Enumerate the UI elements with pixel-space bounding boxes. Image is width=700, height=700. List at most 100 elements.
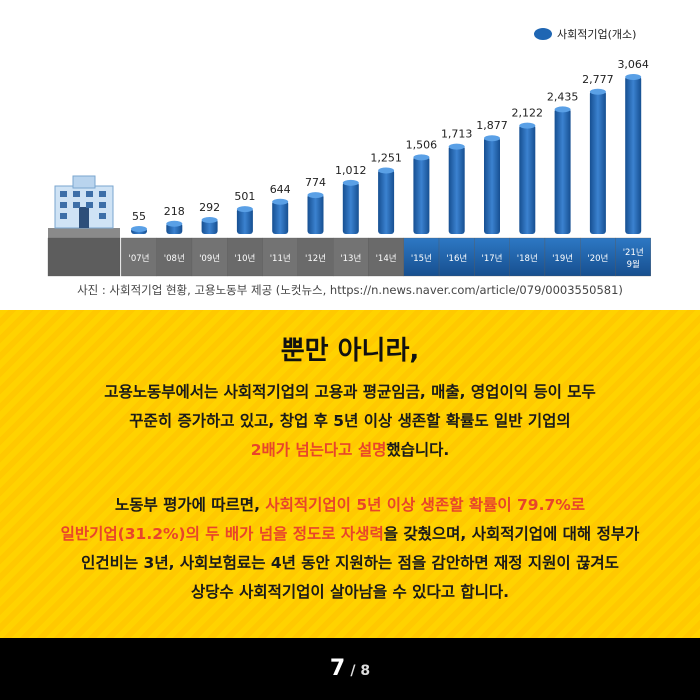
building-window bbox=[99, 191, 106, 197]
bar bbox=[201, 218, 218, 234]
para1-line: 고용노동부에서는 사회적기업의 고용과 평균임금, 매출, 영업이익 등이 모두 bbox=[20, 378, 680, 407]
bar-top bbox=[307, 192, 324, 199]
value-label: 2,777 bbox=[582, 73, 614, 86]
axis-cell bbox=[332, 237, 369, 277]
axis-cell bbox=[580, 237, 616, 277]
para2-line: 노동부 평가에 따르면, 사회적기업이 5년 이상 생존할 확률이 79.7%로 bbox=[20, 491, 680, 520]
bar-top bbox=[201, 216, 218, 223]
value-label: 218 bbox=[164, 205, 185, 218]
bar bbox=[272, 200, 289, 234]
bar bbox=[519, 124, 536, 234]
legend-label: 사회적기업(개소) bbox=[557, 28, 636, 41]
axis-cell bbox=[47, 237, 121, 277]
bar-top bbox=[413, 154, 430, 161]
building-window bbox=[99, 202, 106, 208]
body-text: 했습니다. bbox=[386, 441, 450, 459]
heading: 뿐만 아니라, bbox=[280, 336, 420, 366]
bar bbox=[554, 108, 571, 234]
axis-cell bbox=[191, 237, 228, 277]
axis-cell bbox=[509, 237, 546, 277]
bar-top bbox=[519, 122, 536, 129]
category-label: '12년 bbox=[305, 253, 326, 264]
value-label: 1,012 bbox=[335, 164, 367, 177]
axis-cell bbox=[156, 237, 193, 277]
bar-top bbox=[166, 220, 183, 227]
chart-area: 55 '07년 218 '08년 292 '09년 501 '10년 644 '11년 774 '12… bbox=[0, 0, 700, 310]
paragraph-2: 노동부 평가에 따르면, 사회적기업이 5년 이상 생존할 확률이 79.7%로… bbox=[20, 491, 680, 607]
axis-cell bbox=[121, 237, 157, 277]
category-label: '08년 bbox=[164, 253, 185, 264]
highlight-text: 2배가 넘는다고 설명 bbox=[250, 441, 387, 459]
axis-cell bbox=[368, 237, 404, 277]
bar bbox=[589, 90, 606, 234]
para1-line: 2배가 넘는다고 설명했습니다. bbox=[20, 436, 680, 465]
building-window bbox=[73, 191, 80, 197]
body-text: 꾸준히 증가하고 있고, 창업 후 5년 이상 생존할 확률도 일반 기업의 bbox=[129, 412, 571, 430]
value-label: 1,877 bbox=[476, 119, 508, 132]
category-label: '17년 bbox=[482, 253, 503, 264]
value-label: 1,506 bbox=[406, 138, 438, 151]
bar bbox=[236, 208, 253, 234]
legend-swatch bbox=[534, 28, 552, 40]
bar-top bbox=[625, 74, 642, 80]
bar-top bbox=[342, 179, 359, 186]
category-label: '11년 bbox=[270, 253, 291, 264]
category-label: '20년 bbox=[587, 253, 608, 264]
bar-top bbox=[589, 88, 606, 95]
value-label: 774 bbox=[305, 176, 326, 189]
value-label: 1,713 bbox=[441, 128, 473, 141]
body-text: 상당수 사회적기업이 살아남을 수 있다고 합니다. bbox=[190, 583, 510, 601]
para2-line: 상당수 사회적기업이 살아남을 수 있다고 합니다. bbox=[20, 578, 680, 607]
axis-cell bbox=[227, 237, 263, 277]
highlight-text: 일반기업(31.2%)의 두 배가 넘을 정도로 자생력 bbox=[60, 525, 384, 543]
bar-top bbox=[378, 167, 395, 174]
building-icon-door bbox=[79, 207, 89, 228]
building-window bbox=[60, 202, 67, 208]
value-label: 644 bbox=[270, 183, 291, 196]
axis-cell bbox=[438, 237, 475, 277]
page-current: 7 bbox=[329, 656, 346, 681]
para2-line: 일반기업(31.2%)의 두 배가 넘을 정도로 자생력을 갖췄으며, 사회적기… bbox=[20, 520, 680, 549]
value-label: 55 bbox=[132, 210, 146, 223]
axis-cell bbox=[262, 237, 298, 277]
bar bbox=[413, 156, 430, 234]
bar bbox=[625, 76, 642, 234]
body-text: 인건비는 3년, 사회보험료는 4년 동안 지원하는 점을 감안하면 재정 지원… bbox=[81, 554, 619, 572]
bar-chart: 55 '07년 218 '08년 292 '09년 501 '10년 644 '11년 774 '12… bbox=[47, 28, 651, 277]
value-label: 3,064 bbox=[617, 58, 649, 71]
highlight-text: 사회적기업이 5년 이상 생존할 확률이 79.7%로 bbox=[265, 496, 586, 514]
building-window bbox=[99, 213, 106, 219]
value-label: 292 bbox=[199, 201, 220, 214]
bar-top bbox=[131, 226, 147, 232]
text-banner bbox=[0, 310, 700, 638]
page-indicator: 7 / 8 bbox=[0, 656, 700, 681]
category-label: '09년 bbox=[199, 253, 220, 264]
axis-cell bbox=[403, 237, 440, 277]
body-text: 노동부 평가에 따르면, bbox=[114, 496, 266, 514]
value-label: 2,435 bbox=[547, 90, 579, 103]
building-window bbox=[60, 213, 67, 219]
bar-top bbox=[554, 106, 571, 113]
category-label: '14년 bbox=[376, 253, 397, 264]
bar bbox=[378, 169, 395, 234]
page-total: / 8 bbox=[350, 663, 371, 679]
category-label: '18년 bbox=[517, 253, 538, 264]
category-label: '07년 bbox=[129, 253, 150, 264]
building-window bbox=[86, 191, 93, 197]
bar-top bbox=[448, 143, 465, 150]
para1-line: 꾸준히 증가하고 있고, 창업 후 5년 이상 생존할 확률도 일반 기업의 bbox=[20, 407, 680, 436]
axis-cell bbox=[544, 237, 581, 277]
bar bbox=[342, 181, 359, 234]
building-icon-tower bbox=[72, 175, 96, 189]
body-text: 고용노동부에서는 사회적기업의 고용과 평균임금, 매출, 영업이익 등이 모두 bbox=[104, 383, 596, 401]
category-label: 9월 bbox=[627, 259, 640, 270]
bar bbox=[307, 194, 324, 234]
bar-top bbox=[272, 198, 289, 205]
category-label: '15년 bbox=[411, 253, 432, 264]
category-label: '16년 bbox=[446, 253, 467, 264]
body-text: 을 갖췄으며, 사회적기업에 대해 정부가 bbox=[383, 525, 640, 543]
bar bbox=[448, 145, 465, 234]
building-window bbox=[60, 191, 67, 197]
para2-line: 인건비는 3년, 사회보험료는 4년 동안 지원하는 점을 감안하면 재정 지원… bbox=[20, 549, 680, 578]
category-label: '19년 bbox=[552, 253, 573, 264]
